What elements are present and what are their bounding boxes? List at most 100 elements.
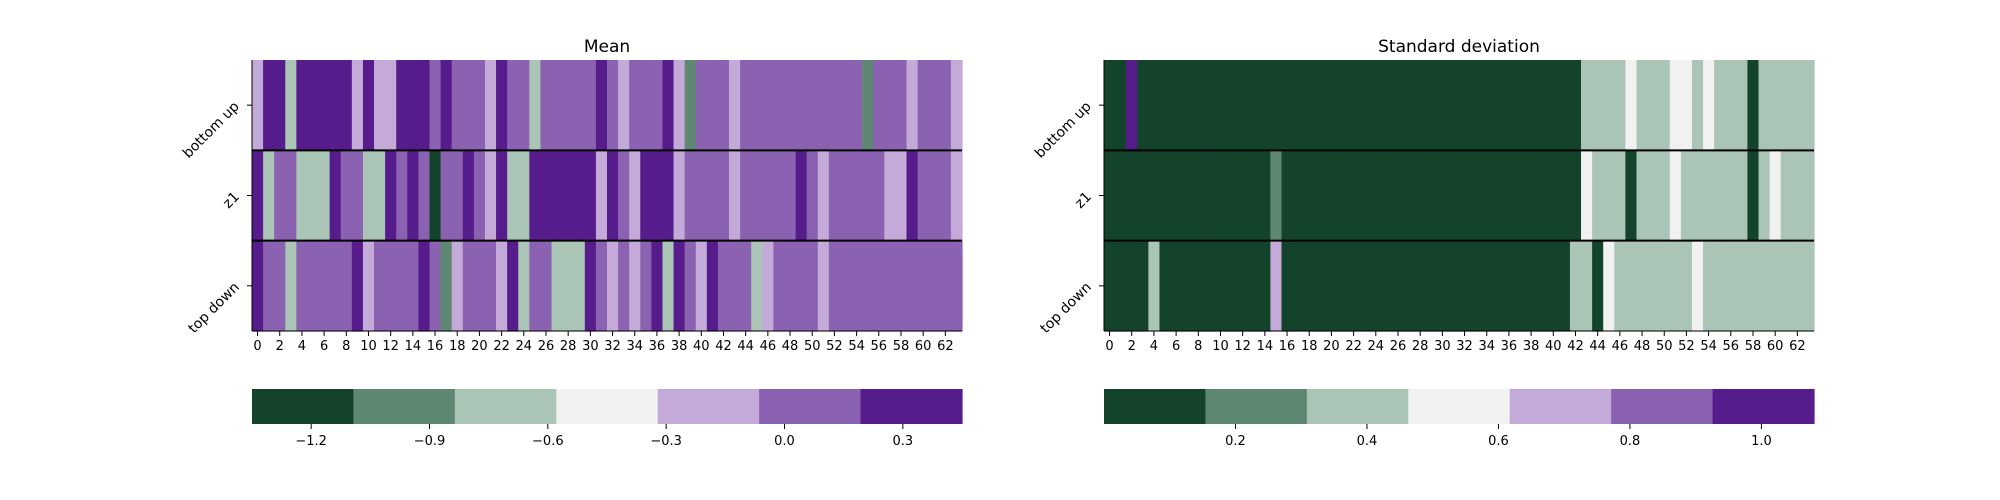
- heatmap-cell: [351, 240, 364, 332]
- heatmap-cell: [584, 240, 597, 332]
- colorbar-segment: [1712, 389, 1815, 424]
- heatmap-cell: [828, 60, 841, 151]
- heatmap-cell: [1492, 60, 1504, 151]
- heatmap-cell: [1581, 60, 1593, 151]
- x-tick-label: 28: [560, 339, 577, 354]
- colorbar-tick-label: 0.4: [1357, 434, 1378, 449]
- heatmap-cell: [1492, 240, 1504, 332]
- heatmap-cell: [673, 240, 686, 332]
- heatmap-cell: [673, 60, 686, 151]
- heatmap-cell: [1159, 60, 1172, 151]
- heatmap-cell: [1381, 150, 1394, 242]
- x-tick-label: 30: [582, 339, 599, 354]
- row-label: top down: [185, 279, 242, 336]
- heatmap-cell: [695, 150, 708, 242]
- heatmap-cell: [795, 150, 808, 242]
- x-tick-label: 54: [1700, 339, 1717, 354]
- heatmap-cell: [851, 240, 863, 332]
- heatmap-cell: [751, 60, 763, 151]
- heatmap-cell: [862, 60, 874, 151]
- heatmap-cell: [1603, 240, 1615, 332]
- heatmap-cell: [1791, 240, 1804, 332]
- heatmap-cell: [773, 240, 786, 332]
- heatmap-cell: [607, 240, 619, 332]
- heatmap-cell: [1802, 60, 1815, 151]
- heatmap-cell: [307, 150, 320, 242]
- heatmap-cell: [396, 150, 408, 242]
- heatmap-cell: [662, 60, 675, 151]
- heatmap-cell: [407, 60, 419, 151]
- heatmap-cell: [1303, 240, 1316, 332]
- heatmap-cell: [362, 240, 375, 332]
- x-tick-label: 12: [1234, 339, 1251, 354]
- heatmap-cell: [1514, 240, 1527, 332]
- heatmap-cell: [1802, 150, 1815, 242]
- heatmap-cell: [1459, 240, 1471, 332]
- heatmap-cell: [1148, 240, 1161, 332]
- heatmap-cell: [1459, 60, 1471, 151]
- heatmap-cell: [629, 60, 641, 151]
- heatmap-cell: [1669, 150, 1682, 242]
- colorbar-tick-label: −0.6: [532, 434, 564, 449]
- heatmap-cell: [684, 60, 697, 151]
- heatmap-cell: [1270, 60, 1283, 151]
- x-tick-label: 20: [1323, 339, 1340, 354]
- x-tick-label: 4: [298, 339, 306, 354]
- heatmap-cell: [1137, 240, 1149, 332]
- heatmap-cell: [751, 240, 763, 332]
- heatmap-cell: [1481, 240, 1493, 332]
- heatmap-cell: [1547, 60, 1560, 151]
- heatmap-cell: [1503, 240, 1516, 332]
- heatmap-cell: [1736, 150, 1749, 242]
- colorbar-segment: [454, 389, 557, 424]
- x-tick-label: 40: [1545, 339, 1562, 354]
- heatmap-cell: [1758, 60, 1771, 151]
- x-tick-label: 40: [693, 339, 710, 354]
- heatmap-cell: [1736, 60, 1749, 151]
- heatmap-cell: [484, 240, 497, 332]
- heatmap-cell: [773, 150, 786, 242]
- heatmap-cell: [1325, 150, 1338, 242]
- heatmap-cell: [1769, 240, 1782, 332]
- heatmap-cell: [562, 60, 575, 151]
- heatmap-cell: [906, 240, 919, 332]
- heatmap-cell: [1381, 240, 1394, 332]
- heatmap-cell: [440, 150, 453, 242]
- heatmap-cell: [1558, 150, 1571, 242]
- heatmap-cell: [473, 240, 486, 332]
- heatmap-cell: [1425, 150, 1438, 242]
- heatmap-cell: [706, 60, 719, 151]
- heatmap-cell: [928, 240, 941, 332]
- heatmap-cell: [651, 60, 664, 151]
- heatmap-cell: [839, 240, 852, 332]
- heatmap-cell: [507, 60, 519, 151]
- heatmap-cell: [729, 60, 741, 151]
- x-tick-label: 34: [1478, 339, 1495, 354]
- x-tick-label: 14: [1257, 339, 1274, 354]
- heatmap-cell: [629, 150, 641, 242]
- heatmap-cell: [573, 240, 586, 332]
- heatmap-cell: [540, 240, 553, 332]
- heatmap-cell: [440, 60, 453, 151]
- heatmap-cell: [817, 150, 830, 242]
- heatmap-cell: [1603, 60, 1615, 151]
- x-tick-label: 8: [1194, 339, 1202, 354]
- heatmap-cell: [1192, 150, 1205, 242]
- heatmap-cell: [1425, 60, 1438, 151]
- heatmap-cell: [462, 150, 475, 242]
- x-tick-label: 2: [276, 339, 284, 354]
- heatmap-cell: [1226, 240, 1238, 332]
- heatmap-cell: [1292, 60, 1305, 151]
- x-tick-label: 0: [253, 339, 261, 354]
- heatmap-cell: [762, 60, 774, 151]
- colorbar-segment: [252, 389, 355, 424]
- heatmap-cell: [1170, 240, 1183, 332]
- heatmap-cell: [329, 60, 342, 151]
- heatmap-cell: [1614, 60, 1626, 151]
- heatmap-cell: [895, 150, 908, 242]
- heatmap-cell: [1647, 240, 1660, 332]
- heatmap-cell: [939, 60, 952, 151]
- heatmap-cell: [396, 240, 408, 332]
- heatmap-cell: [1137, 60, 1149, 151]
- heatmap-cell: [1325, 240, 1338, 332]
